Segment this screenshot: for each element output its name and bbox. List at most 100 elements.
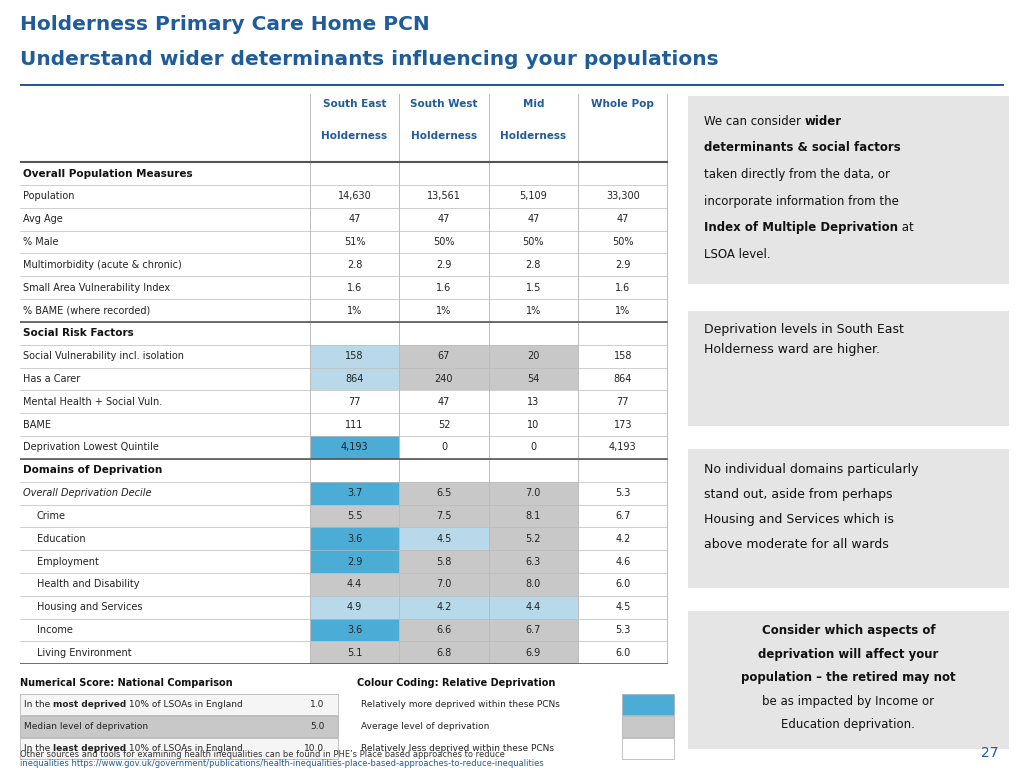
Bar bbox=[310, 641, 399, 664]
Text: 10.0: 10.0 bbox=[304, 744, 325, 753]
Text: Education deprivation.: Education deprivation. bbox=[781, 718, 915, 731]
Text: 51%: 51% bbox=[344, 237, 366, 247]
Text: Deprivation levels in South East: Deprivation levels in South East bbox=[705, 323, 904, 336]
Bar bbox=[310, 528, 399, 550]
Text: 1%: 1% bbox=[347, 306, 362, 316]
Text: 3.6: 3.6 bbox=[347, 534, 362, 544]
Text: 5.1: 5.1 bbox=[347, 648, 362, 658]
Text: 158: 158 bbox=[345, 351, 364, 361]
Text: Housing and Services which is: Housing and Services which is bbox=[705, 513, 894, 526]
Text: 47: 47 bbox=[438, 214, 451, 224]
Text: 1%: 1% bbox=[615, 306, 631, 316]
Text: 6.7: 6.7 bbox=[615, 511, 631, 521]
Text: 50%: 50% bbox=[522, 237, 544, 247]
Text: Deprivation Lowest Quintile: Deprivation Lowest Quintile bbox=[24, 442, 159, 452]
Text: 10% of LSOAs in England: 10% of LSOAs in England bbox=[126, 700, 243, 709]
Text: 5.3: 5.3 bbox=[615, 625, 631, 635]
Text: 47: 47 bbox=[438, 397, 451, 407]
Bar bbox=[399, 505, 488, 528]
FancyBboxPatch shape bbox=[688, 96, 1009, 284]
Text: 13: 13 bbox=[527, 397, 540, 407]
Text: Multimorbidity (acute & chronic): Multimorbidity (acute & chronic) bbox=[24, 260, 182, 270]
Text: Numerical Score: National Comparison: Numerical Score: National Comparison bbox=[20, 678, 233, 688]
Text: 33,300: 33,300 bbox=[606, 191, 640, 201]
Text: 864: 864 bbox=[613, 374, 632, 384]
Text: 3.7: 3.7 bbox=[347, 488, 362, 498]
Bar bbox=[399, 482, 488, 505]
Text: 4.5: 4.5 bbox=[436, 534, 452, 544]
Text: 5.2: 5.2 bbox=[525, 534, 541, 544]
Text: 4,193: 4,193 bbox=[609, 442, 637, 452]
Text: Income: Income bbox=[37, 625, 73, 635]
Text: Population: Population bbox=[24, 191, 75, 201]
Text: 1.6: 1.6 bbox=[347, 283, 362, 293]
Text: 47: 47 bbox=[616, 214, 629, 224]
Text: 5.5: 5.5 bbox=[347, 511, 362, 521]
Bar bbox=[20, 717, 338, 737]
Bar bbox=[310, 436, 399, 459]
Text: Mental Health + Social Vuln.: Mental Health + Social Vuln. bbox=[24, 397, 163, 407]
Bar bbox=[399, 619, 488, 641]
Bar bbox=[20, 738, 338, 759]
Text: Holderness Primary Care Home PCN: Holderness Primary Care Home PCN bbox=[20, 15, 430, 34]
FancyBboxPatch shape bbox=[688, 611, 1009, 749]
Text: 8.1: 8.1 bbox=[525, 511, 541, 521]
Text: Colour Coding: Relative Deprivation: Colour Coding: Relative Deprivation bbox=[357, 678, 556, 688]
FancyBboxPatch shape bbox=[688, 449, 1009, 588]
Text: 10% of LSOAs in England: 10% of LSOAs in England bbox=[126, 744, 243, 753]
Text: 2.9: 2.9 bbox=[436, 260, 452, 270]
Text: 0: 0 bbox=[530, 442, 537, 452]
Text: Index of Multiple Deprivation: Index of Multiple Deprivation bbox=[705, 221, 898, 234]
Text: 6.3: 6.3 bbox=[525, 557, 541, 567]
Text: Housing and Services: Housing and Services bbox=[37, 602, 142, 612]
Text: Relatively less deprived within these PCNs: Relatively less deprived within these PC… bbox=[360, 744, 554, 753]
Text: Domains of Deprivation: Domains of Deprivation bbox=[24, 465, 163, 475]
Bar bbox=[399, 550, 488, 573]
Bar bbox=[310, 345, 399, 368]
Text: 1.5: 1.5 bbox=[525, 283, 541, 293]
Text: 52: 52 bbox=[437, 419, 451, 429]
Text: 14,630: 14,630 bbox=[338, 191, 372, 201]
Text: 67: 67 bbox=[438, 351, 451, 361]
Text: 2.9: 2.9 bbox=[615, 260, 631, 270]
Text: 20: 20 bbox=[527, 351, 540, 361]
Bar bbox=[488, 345, 579, 368]
Text: 6.0: 6.0 bbox=[615, 648, 631, 658]
Text: Holderness ward are higher.: Holderness ward are higher. bbox=[705, 343, 881, 356]
Text: Living Environment: Living Environment bbox=[37, 648, 131, 658]
Text: Mid: Mid bbox=[522, 99, 544, 109]
Text: Health and Disability: Health and Disability bbox=[37, 579, 139, 589]
Text: least deprived: least deprived bbox=[53, 744, 126, 753]
Text: 173: 173 bbox=[613, 419, 632, 429]
Bar bbox=[622, 738, 675, 759]
Bar bbox=[310, 550, 399, 573]
Text: 1%: 1% bbox=[525, 306, 541, 316]
Text: 47: 47 bbox=[527, 214, 540, 224]
Text: above moderate for all wards: above moderate for all wards bbox=[705, 538, 889, 551]
Text: 27: 27 bbox=[981, 746, 998, 760]
Text: 7.0: 7.0 bbox=[525, 488, 541, 498]
Text: 6.7: 6.7 bbox=[525, 625, 541, 635]
Text: LSOA level.: LSOA level. bbox=[705, 248, 771, 261]
Text: 1.0: 1.0 bbox=[310, 700, 325, 709]
Text: 5,109: 5,109 bbox=[519, 191, 547, 201]
Text: incorporate information from the: incorporate information from the bbox=[705, 195, 899, 208]
Text: In the: In the bbox=[24, 744, 53, 753]
Bar bbox=[399, 573, 488, 596]
Bar bbox=[399, 345, 488, 368]
Text: South West: South West bbox=[411, 99, 478, 109]
Text: 13,561: 13,561 bbox=[427, 191, 461, 201]
Bar bbox=[622, 717, 675, 737]
Text: most deprived: most deprived bbox=[53, 700, 126, 709]
Bar bbox=[488, 573, 579, 596]
Bar bbox=[488, 619, 579, 641]
Text: 50%: 50% bbox=[612, 237, 634, 247]
Text: stand out, aside from perhaps: stand out, aside from perhaps bbox=[705, 488, 893, 501]
Text: Holderness: Holderness bbox=[411, 131, 477, 141]
Text: 6.5: 6.5 bbox=[436, 488, 452, 498]
Bar bbox=[399, 528, 488, 550]
Text: 10: 10 bbox=[527, 419, 540, 429]
Text: population – the retired may not: population – the retired may not bbox=[741, 671, 955, 684]
Text: 4.2: 4.2 bbox=[615, 534, 631, 544]
Bar bbox=[399, 641, 488, 664]
